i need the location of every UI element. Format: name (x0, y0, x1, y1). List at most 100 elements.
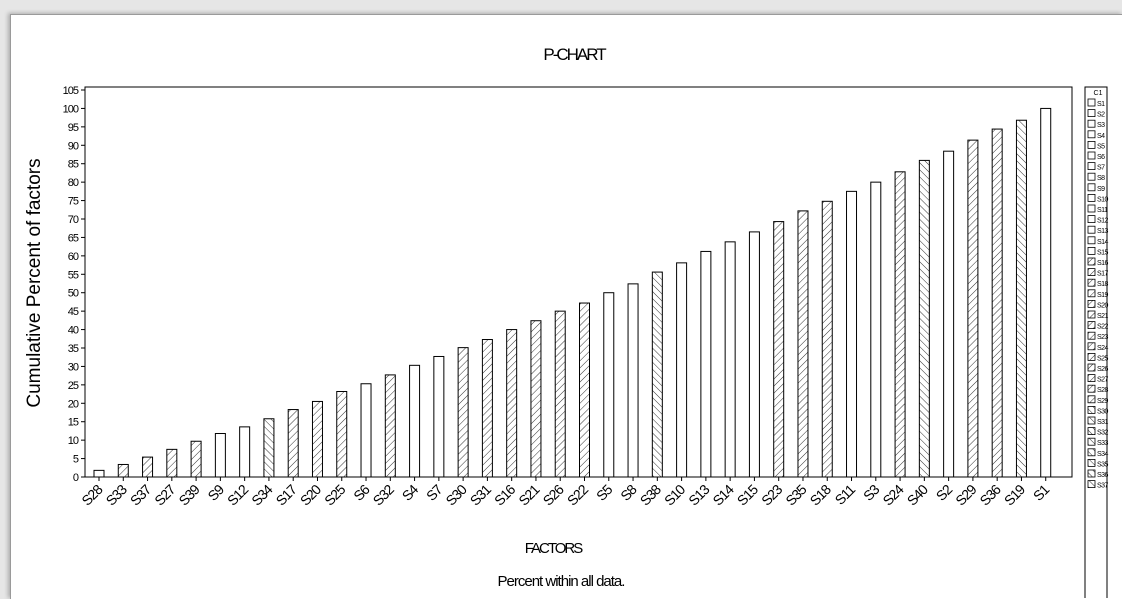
x-tick-label: S17 (273, 481, 301, 509)
legend-swatch (1087, 172, 1096, 181)
legend-label: S14 (1097, 239, 1109, 246)
x-tick-label: S26 (540, 481, 568, 509)
bar (360, 383, 372, 478)
chart-panel (10, 14, 1122, 599)
legend-swatch (1087, 204, 1096, 213)
y-axis-label: Cumulative Percent of factors (24, 158, 45, 407)
x-tick-label: S35 (782, 481, 810, 509)
bar (748, 231, 760, 478)
legend-label: S10 (1097, 196, 1109, 203)
y-tick-label: 60 (68, 251, 79, 263)
legend-label: S4 (1097, 133, 1105, 140)
legend-label: S27 (1097, 377, 1109, 384)
legend-swatch (1087, 374, 1096, 383)
legend-label: S30 (1097, 408, 1109, 415)
y-tick-label: 85 (68, 159, 79, 171)
legend-swatch (1087, 140, 1096, 149)
legend-label: S25 (1097, 355, 1109, 362)
legend-swatch (1087, 278, 1096, 287)
x-tick-label: S32 (370, 481, 398, 509)
x-tick-label: S4 (399, 481, 422, 504)
y-tick-label: 105 (63, 85, 79, 97)
bar (263, 418, 275, 478)
x-tick-label: S24 (879, 481, 907, 509)
legend-swatch (1087, 458, 1096, 467)
x-tick-label: S16 (491, 481, 519, 509)
y-tick-label: 20 (68, 398, 79, 410)
x-tick-label: S22 (564, 481, 592, 509)
y-tick-label: 65 (68, 232, 79, 244)
x-tick-label: S19 (1001, 481, 1029, 509)
bar (651, 271, 663, 478)
bars (93, 107, 1052, 478)
x-tick-label: S34 (248, 481, 276, 509)
y-tick-label: 100 (63, 103, 79, 115)
bar (457, 347, 469, 478)
y-tick-label: 40 (68, 325, 79, 337)
x-tick-label: S12 (224, 481, 252, 509)
bar (894, 171, 906, 478)
bar (214, 433, 226, 478)
x-tick-label: S20 (297, 481, 325, 509)
legend-label: S31 (1097, 419, 1109, 426)
x-tick-label: S21 (515, 481, 543, 509)
legend-swatch (1087, 289, 1096, 298)
legend-swatch (1087, 109, 1096, 117)
legend-label: S1 (1097, 101, 1105, 108)
bar (991, 128, 1003, 478)
legend-label: S36 (1097, 472, 1109, 479)
legend-label: S12 (1097, 218, 1109, 225)
legend-swatch (1087, 321, 1096, 330)
bar (797, 210, 809, 478)
y-tick-label: 70 (68, 214, 79, 226)
legend-swatch (1087, 448, 1096, 457)
bar (142, 456, 154, 478)
legend-swatch (1087, 162, 1096, 171)
x-tick-label: S40 (904, 481, 932, 509)
legend-label: S24 (1097, 345, 1109, 352)
legend-swatch (1087, 257, 1096, 266)
legend-label: S32 (1097, 430, 1109, 437)
y-tick-label: 80 (68, 177, 79, 189)
x-tick-label: S31 (467, 481, 495, 509)
legend-label: S33 (1097, 440, 1109, 447)
x-tick-label: S3 (860, 481, 883, 504)
legend-swatch (1087, 130, 1096, 139)
legend-swatch (1087, 395, 1096, 404)
x-tick-label: S36 (976, 481, 1004, 509)
x-tick-label: S30 (442, 481, 470, 509)
bar (1015, 119, 1027, 478)
y-tick-label: 95 (68, 122, 79, 134)
legend-swatch (1087, 236, 1096, 245)
x-tick-label: S10 (661, 481, 689, 509)
x-tick-label: S14 (709, 481, 737, 509)
x-tick-label: S1 (1030, 481, 1053, 504)
chart-title: P-CHART (543, 45, 606, 64)
x-tick-label: S6 (350, 481, 373, 504)
bar (336, 390, 348, 478)
bar (870, 181, 882, 478)
x-tick-label: S33 (103, 481, 131, 509)
legend-swatch (1087, 215, 1096, 224)
legend-label: S16 (1097, 260, 1109, 267)
x-tick-label: S28 (78, 481, 106, 509)
y-tick-label: 30 (68, 361, 79, 373)
legend-label: S17 (1097, 271, 1109, 278)
legend-label: S2 (1097, 112, 1105, 119)
legend-label: S28 (1097, 387, 1109, 394)
legend-label: S35 (1097, 461, 1109, 468)
y-tick-label: 25 (68, 380, 79, 392)
x-tick-label: S18 (807, 481, 835, 509)
legend-swatch (1087, 119, 1096, 128)
legend-label: S7 (1097, 165, 1105, 172)
legend-label: S20 (1097, 302, 1109, 309)
y-tick-label: 5 (73, 454, 79, 466)
x-tick-label: S25 (321, 481, 349, 509)
x-tick-label: S27 (151, 481, 179, 509)
legend-swatch (1087, 246, 1096, 255)
legend-swatch (1087, 193, 1096, 202)
bar (554, 310, 566, 478)
legend-swatch (1087, 268, 1096, 277)
chart-subtitle: Percent within all data. (498, 573, 625, 590)
